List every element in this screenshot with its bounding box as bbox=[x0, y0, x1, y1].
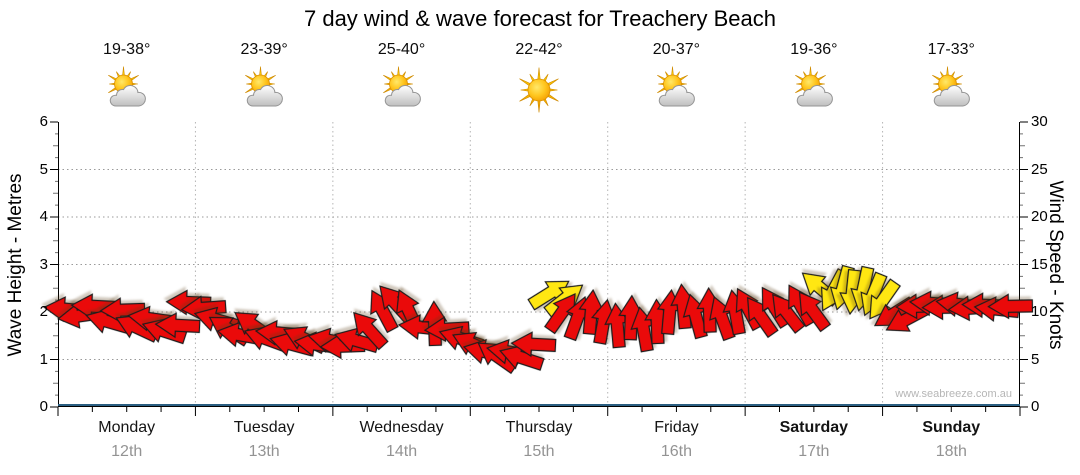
cloud bbox=[246, 84, 283, 107]
day-column: 23-39° Tuesday 13th bbox=[195, 0, 332, 475]
day-date: 12th bbox=[111, 443, 143, 460]
day-name: Wednesday bbox=[359, 419, 444, 436]
day-name: Tuesday bbox=[233, 419, 295, 436]
watermark-url: www.seabreeze.com.au bbox=[895, 388, 1012, 400]
temperature-range: 22-42° bbox=[515, 41, 563, 58]
wind-arrow bbox=[798, 291, 832, 333]
weather-icon-partly-cloudy bbox=[657, 66, 696, 107]
day-date: 13th bbox=[248, 443, 280, 460]
day-date: 14th bbox=[385, 443, 418, 460]
day-name: Thursday bbox=[505, 419, 573, 436]
cloud bbox=[934, 84, 971, 107]
wind-arrow bbox=[154, 312, 201, 339]
left-axis-tick-label: 4 bbox=[39, 208, 48, 225]
right-axis-tick-label: 15 bbox=[1031, 255, 1048, 273]
weather-icon-partly-cloudy bbox=[245, 66, 283, 107]
cloud bbox=[109, 84, 146, 107]
temperature-range: 23-39° bbox=[240, 41, 288, 58]
weather-icon-partly-cloudy bbox=[382, 66, 421, 107]
weather-icon-sunny bbox=[519, 67, 559, 113]
day-name: Monday bbox=[98, 419, 156, 436]
right-axis-tick-label: 20 bbox=[1031, 208, 1048, 225]
wind-arrow bbox=[772, 293, 806, 334]
chart-title: 7 day wind & wave forecast for Treachery… bbox=[303, 6, 776, 31]
cloud bbox=[796, 84, 833, 107]
wind-arrow bbox=[869, 278, 901, 320]
sun-disc bbox=[527, 78, 551, 102]
day-name: Saturday bbox=[779, 419, 849, 436]
weather-icon-partly-cloudy bbox=[107, 66, 146, 107]
left-axis-tick-label: 0 bbox=[39, 398, 48, 415]
left-axis-tick-label: 3 bbox=[39, 255, 48, 273]
wind-arrow bbox=[987, 293, 1034, 320]
day-date: 15th bbox=[523, 443, 555, 460]
right-axis-tick-label: 25 bbox=[1031, 160, 1048, 178]
temperature-range: 19-38° bbox=[103, 41, 151, 58]
wind-arrow bbox=[618, 294, 645, 341]
sun-rays bbox=[519, 67, 559, 113]
temperature-range: 19-36° bbox=[790, 41, 838, 58]
right-axis-tick-label: 30 bbox=[1031, 113, 1048, 130]
day-column: 19-38° Monday 12th bbox=[58, 0, 195, 475]
temperature-range: 20-37° bbox=[652, 41, 701, 58]
day-column: 25-40° Wednesday 14th bbox=[333, 0, 470, 475]
wind-arrow bbox=[499, 344, 545, 371]
day-name: Sunday bbox=[922, 419, 981, 436]
day-date: 16th bbox=[660, 443, 692, 460]
day-date: 17th bbox=[798, 443, 830, 460]
wind-arrow bbox=[510, 331, 557, 358]
right-axis-tick-label: 10 bbox=[1031, 303, 1048, 320]
day-date: 18th bbox=[935, 443, 967, 460]
cloud bbox=[384, 84, 421, 107]
wind-arrow bbox=[747, 296, 779, 339]
left-axis-tick-label: 1 bbox=[39, 350, 48, 368]
left-axis-tick-label: 6 bbox=[39, 113, 48, 130]
day-column: 19-36° Saturday 17th bbox=[745, 0, 882, 475]
temperature-range: 17-33° bbox=[927, 41, 975, 58]
temperature-range: 25-40° bbox=[377, 41, 426, 58]
wind-arrow bbox=[670, 283, 697, 330]
weather-icon-partly-cloudy bbox=[932, 66, 971, 107]
plot-area bbox=[43, 121, 1034, 416]
right-axis-tick-label: 5 bbox=[1031, 350, 1040, 368]
left-axis-tick-label: 2 bbox=[39, 303, 48, 320]
day-column: 20-37° Friday 16th bbox=[608, 0, 745, 475]
day-name: Friday bbox=[654, 419, 699, 436]
day-column: 22-42° Thursday 15th bbox=[470, 0, 607, 475]
weather-icon-partly-cloudy bbox=[794, 66, 833, 107]
day-column: 17-33° Sunday 18th bbox=[883, 0, 1020, 475]
wind-arrow bbox=[353, 311, 389, 351]
cloud bbox=[659, 84, 696, 107]
right-axis-tick-label: 0 bbox=[1031, 398, 1040, 415]
left-axis-tick-label: 5 bbox=[39, 160, 48, 178]
